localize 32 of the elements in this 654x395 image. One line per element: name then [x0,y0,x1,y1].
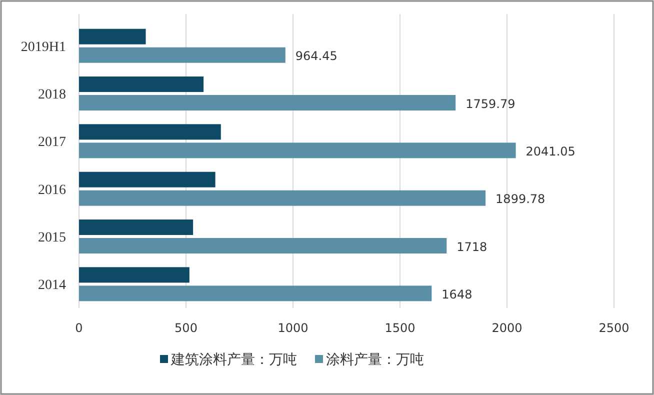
data-label: 2041.05 [526,144,576,158]
y-tick-label: 2016 [38,182,66,198]
x-tick-label: 2000 [492,321,522,335]
legend-label: 建筑涂料产量：万吨 [170,351,297,367]
data-label: 1718 [456,240,488,254]
bar [79,76,204,92]
y-tick-label: 2017 [38,135,66,150]
data-label: 1759.79 [466,96,516,111]
y-tick-label: 2014 [38,278,66,294]
x-tick-label: 1500 [384,321,416,335]
bar [79,47,286,63]
bar [79,124,221,140]
x-tick-label: 0 [75,321,83,335]
x-tick-label: 2500 [598,321,630,335]
data-label: 1648 [442,287,472,302]
bar [79,28,146,44]
bar [79,172,216,188]
x-tick-label: 1000 [278,321,308,335]
bar [79,142,516,158]
bar [79,220,194,235]
legend-label: 涂料产量：万吨 [326,351,424,367]
bar [79,190,486,206]
data-label: 1899.78 [496,192,546,206]
bar [79,286,432,302]
y-tick-label: 2018 [38,88,66,102]
y-tick-label: 2015 [38,230,66,246]
y-tick-label: 2019H1 [20,40,66,55]
data-label: 964.45 [295,49,338,64]
x-tick-label: 500 [174,321,198,335]
bar [79,95,456,110]
bar [79,238,447,254]
bar [79,267,190,283]
